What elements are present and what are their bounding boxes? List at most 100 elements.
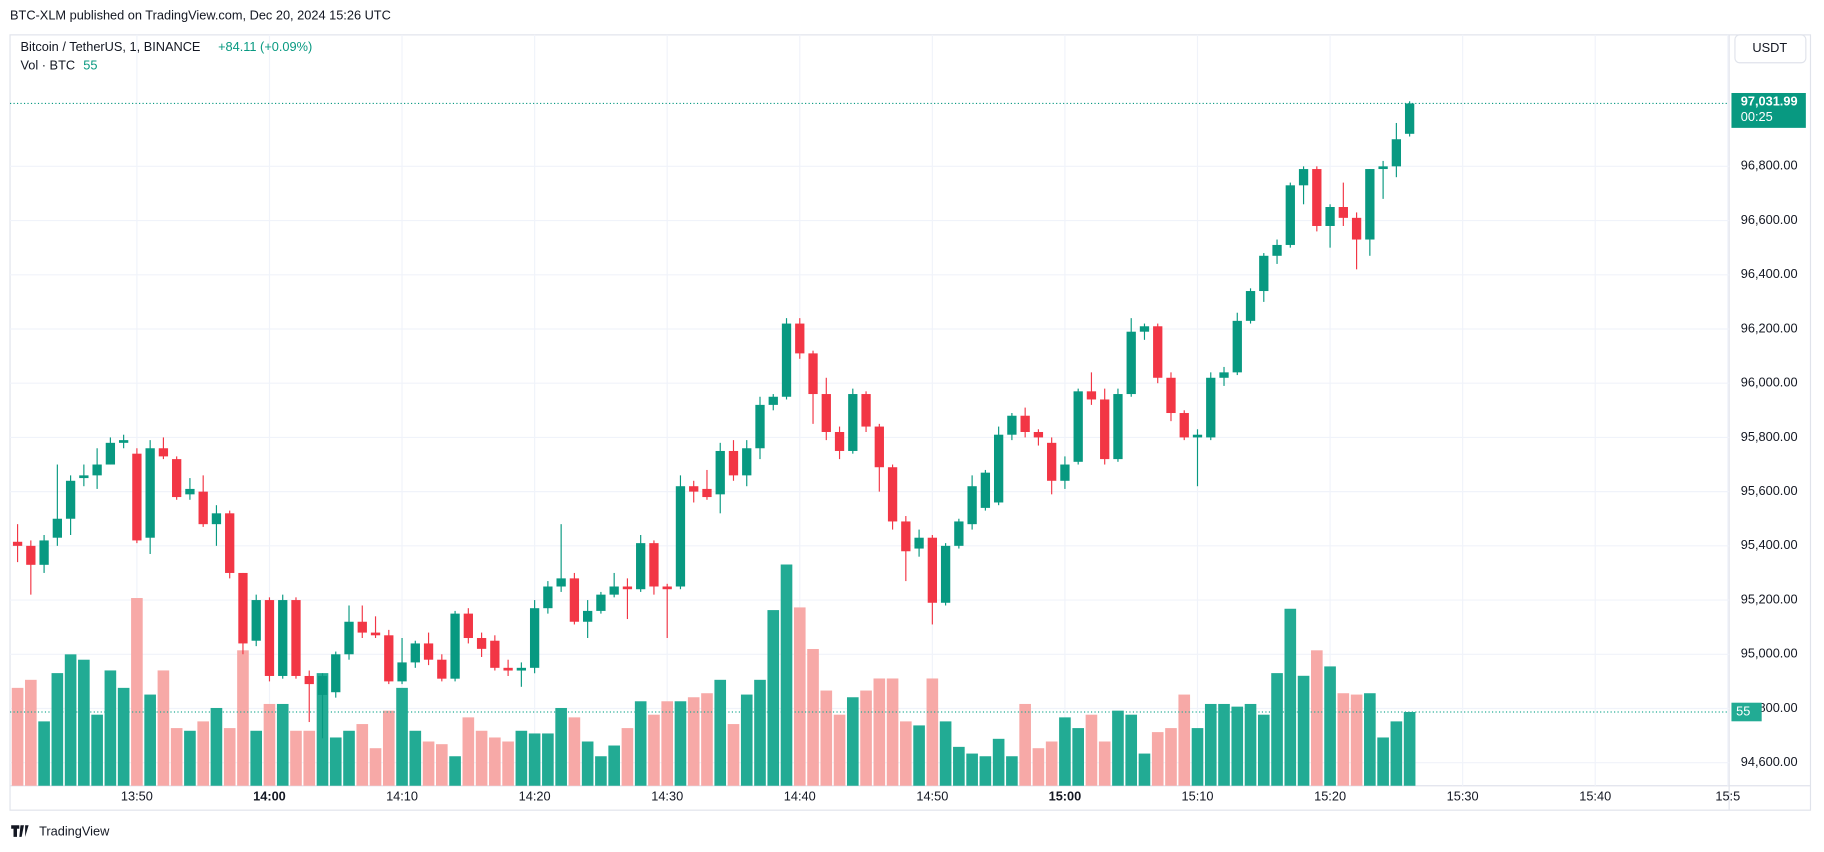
candle-body	[158, 448, 169, 457]
volume-bar	[1006, 756, 1018, 786]
currency-button[interactable]	[1734, 34, 1807, 64]
volume-bar	[1072, 728, 1084, 786]
candle-body	[1325, 207, 1335, 226]
candle-body	[450, 613, 460, 679]
volume-bar	[1019, 703, 1031, 786]
volume-bar	[860, 690, 872, 786]
candle-body	[1404, 103, 1415, 134]
candle-body	[1391, 139, 1402, 167]
volume-bar	[846, 697, 859, 786]
candle-body	[516, 667, 527, 671]
y-tick-label: 96,600.00	[1741, 212, 1798, 227]
volume-bar	[528, 733, 541, 786]
candle-body	[636, 543, 646, 590]
volume-bar	[674, 701, 687, 786]
x-tick-label: 15:00	[1049, 789, 1082, 804]
candle-body	[370, 632, 381, 636]
x-tick-label: 14:10	[386, 789, 418, 804]
x-tick-label: 13:50	[121, 789, 153, 804]
volume-bar	[608, 745, 620, 786]
candle-body	[569, 578, 580, 622]
volume-bar	[1403, 711, 1416, 786]
volume-bar	[913, 725, 925, 786]
candle-body	[384, 635, 394, 682]
volume-bar	[422, 741, 435, 786]
x-tick-label: 15:20	[1314, 789, 1346, 804]
brand-name: TradingView	[39, 824, 110, 839]
volume-bar	[1178, 694, 1191, 786]
volume-bar	[1032, 748, 1045, 786]
volume-bar	[489, 737, 501, 786]
volume-bar	[648, 714, 660, 786]
candle-body	[410, 643, 420, 663]
candle-body	[543, 586, 553, 609]
candle-body	[1206, 377, 1216, 438]
volume-bar	[170, 728, 183, 786]
candle-body	[65, 480, 76, 519]
y-tick-label: 96,800.00	[1741, 158, 1798, 173]
candle-body	[848, 394, 858, 451]
volume-pane	[11, 564, 1416, 786]
candle-body	[993, 434, 1004, 503]
volume-bar	[727, 724, 740, 786]
currency[interactable]: USDT	[1752, 40, 1787, 55]
volume-bar	[701, 693, 713, 786]
candle-body	[622, 586, 633, 590]
last-volume-label: 55	[1736, 703, 1750, 718]
volume-bar	[687, 697, 700, 786]
volume-bar	[900, 721, 912, 786]
y-tick-label: 95,000.00	[1741, 646, 1798, 661]
candle-body	[728, 450, 739, 476]
candle-body	[834, 431, 845, 451]
candle-body	[1033, 431, 1044, 438]
candle-body	[251, 600, 261, 641]
candle-body	[914, 537, 924, 549]
candle-body	[675, 486, 686, 587]
candle-body	[317, 675, 328, 695]
x-tick-label: 15:30	[1447, 789, 1479, 804]
volume-bar	[1098, 741, 1111, 786]
candle-body	[26, 545, 36, 565]
x-tick-label: 14:50	[916, 789, 948, 804]
candle-body	[344, 621, 354, 655]
volume-bar	[144, 694, 156, 786]
candle-body	[185, 488, 195, 495]
candle-body	[304, 675, 314, 685]
candle-body	[1192, 434, 1203, 438]
candle-body	[980, 472, 991, 508]
candle-body	[463, 613, 473, 639]
volume-bar	[1284, 608, 1297, 786]
volume-bar	[1151, 732, 1164, 786]
volume-bar	[515, 730, 528, 786]
candle-body	[529, 608, 540, 668]
volume-bar	[939, 721, 952, 786]
candle-body	[940, 545, 951, 603]
candle-body	[1312, 169, 1322, 226]
volume-bar	[568, 717, 581, 786]
axes: 94,600.0094,800.0095,000.0095,200.0095,4…	[10, 92, 1806, 804]
volume-bar	[1231, 706, 1244, 786]
candle-body	[132, 453, 142, 541]
x-tick-label: 14:00	[253, 789, 286, 804]
candle-body	[596, 594, 606, 611]
volume-bar	[1085, 714, 1098, 786]
candle-body	[887, 467, 898, 522]
candle-body	[145, 448, 155, 538]
candle-body	[954, 521, 964, 546]
volume-bar	[1324, 666, 1336, 786]
candle-body	[1232, 320, 1242, 373]
volume-bar	[276, 703, 289, 786]
volume-bar	[1337, 693, 1350, 786]
x-tick-label: 15:5	[1715, 789, 1740, 804]
candle-body	[225, 513, 235, 573]
volume-bar	[11, 687, 24, 786]
volume-bar	[767, 610, 780, 786]
volume-bar	[621, 728, 634, 786]
y-tick-label: 95,800.00	[1741, 429, 1798, 444]
volume-bar	[754, 679, 766, 786]
volume-bar	[382, 710, 395, 786]
candle-body	[662, 586, 672, 590]
volume-bar	[51, 673, 64, 786]
